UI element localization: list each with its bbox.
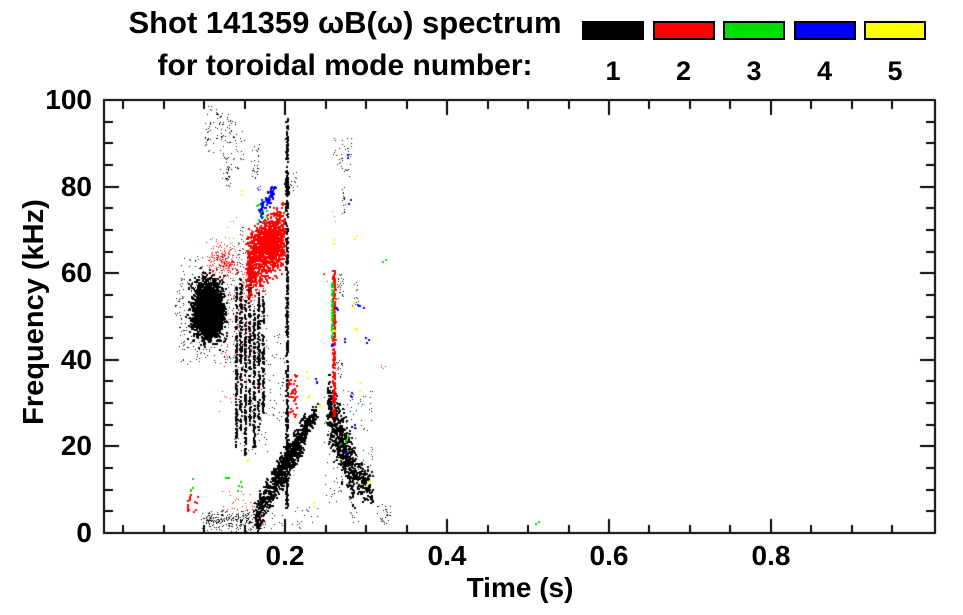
x-tick-label: 0.6 bbox=[589, 540, 629, 571]
chart-title-line-2: for toroidal mode number: bbox=[157, 49, 533, 82]
legend-item-2: 2 bbox=[652, 21, 715, 86]
legend-label-5: 5 bbox=[887, 56, 903, 86]
y-tick-label: 20 bbox=[60, 430, 92, 461]
legend-swatch-1 bbox=[582, 21, 644, 40]
y-axis-label: Frequency (kHz) bbox=[18, 199, 50, 425]
legend-label-3: 3 bbox=[746, 56, 762, 86]
x-tick-label: 0.8 bbox=[751, 540, 791, 571]
y-tick-label: 60 bbox=[60, 257, 92, 288]
y-tick-label: 0 bbox=[76, 517, 92, 548]
x-axis-label: Time (s) bbox=[466, 572, 574, 603]
y-tick-label: 100 bbox=[45, 84, 92, 115]
y-tick-label: 40 bbox=[60, 344, 92, 375]
chart-title-line-1: Shot 141359 ωB(ω) spectrum bbox=[128, 5, 562, 40]
legend-label-4: 4 bbox=[816, 56, 833, 86]
legend-label-2: 2 bbox=[675, 56, 692, 86]
legend-swatch-4 bbox=[793, 21, 856, 40]
legend-item-3: 3 bbox=[723, 21, 785, 86]
legend-swatch-3 bbox=[723, 21, 785, 40]
legend-label-1: 1 bbox=[605, 56, 621, 86]
legend-swatch-2 bbox=[652, 21, 715, 40]
legend-item-5: 5 bbox=[864, 21, 926, 86]
legend-swatch-5 bbox=[864, 21, 926, 40]
x-tick-label: 0.4 bbox=[427, 540, 467, 571]
y-tick-label: 80 bbox=[60, 171, 92, 202]
legend-item-4: 4 bbox=[793, 21, 856, 86]
x-tick-label: 0.2 bbox=[265, 540, 305, 571]
legend-item-1: 1 bbox=[582, 21, 644, 86]
